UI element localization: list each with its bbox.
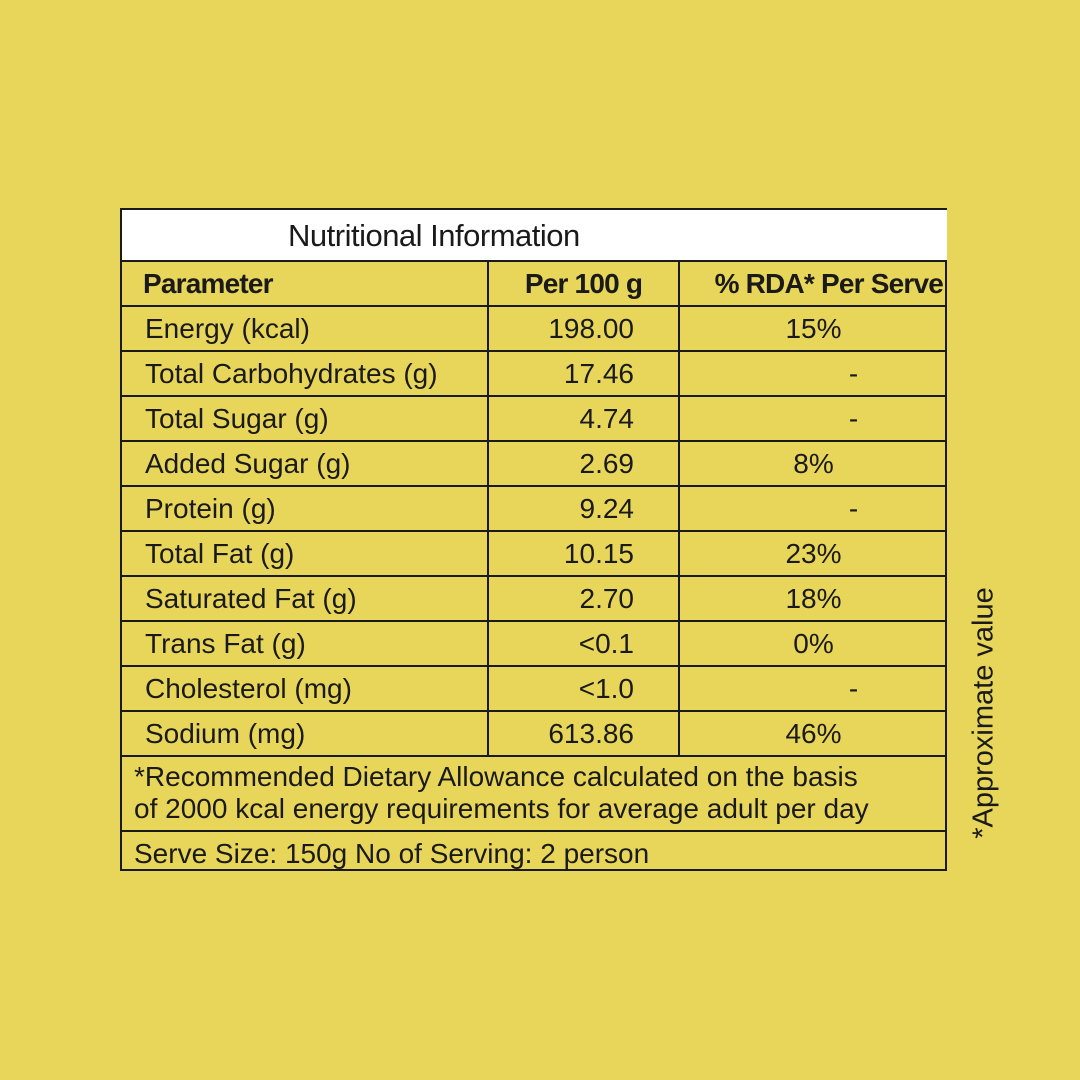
row-rda: 23% [678, 532, 947, 575]
footnote-line-1: *Recommended Dietary Allowance calculate… [134, 761, 858, 792]
row-per-100g: 198.00 [487, 307, 678, 350]
serve-info: Serve Size: 150g No of Serving: 2 person [134, 838, 650, 869]
approximate-value-note: *Approximate value [967, 587, 1000, 839]
row-rda: 15% [678, 307, 947, 350]
row-rda: 46% [678, 712, 947, 755]
footnote-line-2: of 2000 kcal energy requirements for ave… [134, 793, 869, 824]
title-bar: Nutritional Information [122, 210, 947, 262]
table-row: Total Fat (g) 10.15 23% [122, 532, 947, 577]
row-parameter: Energy (kcal) [145, 313, 310, 344]
row-parameter: Added Sugar (g) [145, 448, 351, 479]
row-per-100g: 2.70 [487, 577, 678, 620]
row-parameter: Trans Fat (g) [145, 628, 306, 659]
table-row: Protein (g) 9.24 - [122, 487, 947, 532]
table-row: Energy (kcal) 198.00 15% [122, 307, 947, 352]
row-per-100g: <1.0 [487, 667, 678, 710]
row-parameter: Sodium (mg) [145, 718, 306, 749]
row-per-100g: 9.24 [487, 487, 678, 530]
row-rda: 18% [678, 577, 947, 620]
table-row: Total Carbohydrates (g) 17.46 - [122, 352, 947, 397]
row-rda: 8% [678, 442, 947, 485]
row-per-100g: 10.15 [487, 532, 678, 575]
row-rda: - [678, 487, 947, 530]
header-per-100g: Per 100 g [487, 262, 678, 305]
table-row: Added Sugar (g) 2.69 8% [122, 442, 947, 487]
header-rda: % RDA* Per Serve [678, 262, 947, 305]
table-row: Total Sugar (g) 4.74 - [122, 397, 947, 442]
row-rda: 0% [678, 622, 947, 665]
table-row: Sodium (mg) 613.86 46% [122, 712, 947, 757]
row-per-100g: 2.69 [487, 442, 678, 485]
row-per-100g: <0.1 [487, 622, 678, 665]
table-row: Trans Fat (g) <0.1 0% [122, 622, 947, 667]
row-parameter: Saturated Fat (g) [145, 583, 357, 614]
row-per-100g: 613.86 [487, 712, 678, 755]
row-rda: - [678, 397, 947, 440]
row-parameter: Total Fat (g) [145, 538, 295, 569]
header-row: Parameter Per 100 g % RDA* Per Serve [122, 262, 947, 307]
table-row: Cholesterol (mg) <1.0 - [122, 667, 947, 712]
row-rda: - [678, 667, 947, 710]
row-rda: - [678, 352, 947, 395]
nutrition-grid: Parameter Per 100 g % RDA* Per Serve Ene… [122, 262, 947, 876]
row-parameter: Total Sugar (g) [145, 403, 329, 434]
rda-footnote: *Recommended Dietary Allowance calculate… [122, 757, 947, 832]
row-per-100g: 17.46 [487, 352, 678, 395]
row-per-100g: 4.74 [487, 397, 678, 440]
row-parameter: Cholesterol (mg) [145, 673, 352, 704]
row-parameter: Total Carbohydrates (g) [145, 358, 438, 389]
row-parameter: Protein (g) [145, 493, 276, 524]
header-parameter: Parameter [143, 268, 274, 299]
table-row: Saturated Fat (g) 2.70 18% [122, 577, 947, 622]
table-title: Nutritional Information [288, 218, 580, 253]
nutrition-table: Nutritional Information Parameter Per 10… [120, 208, 947, 871]
